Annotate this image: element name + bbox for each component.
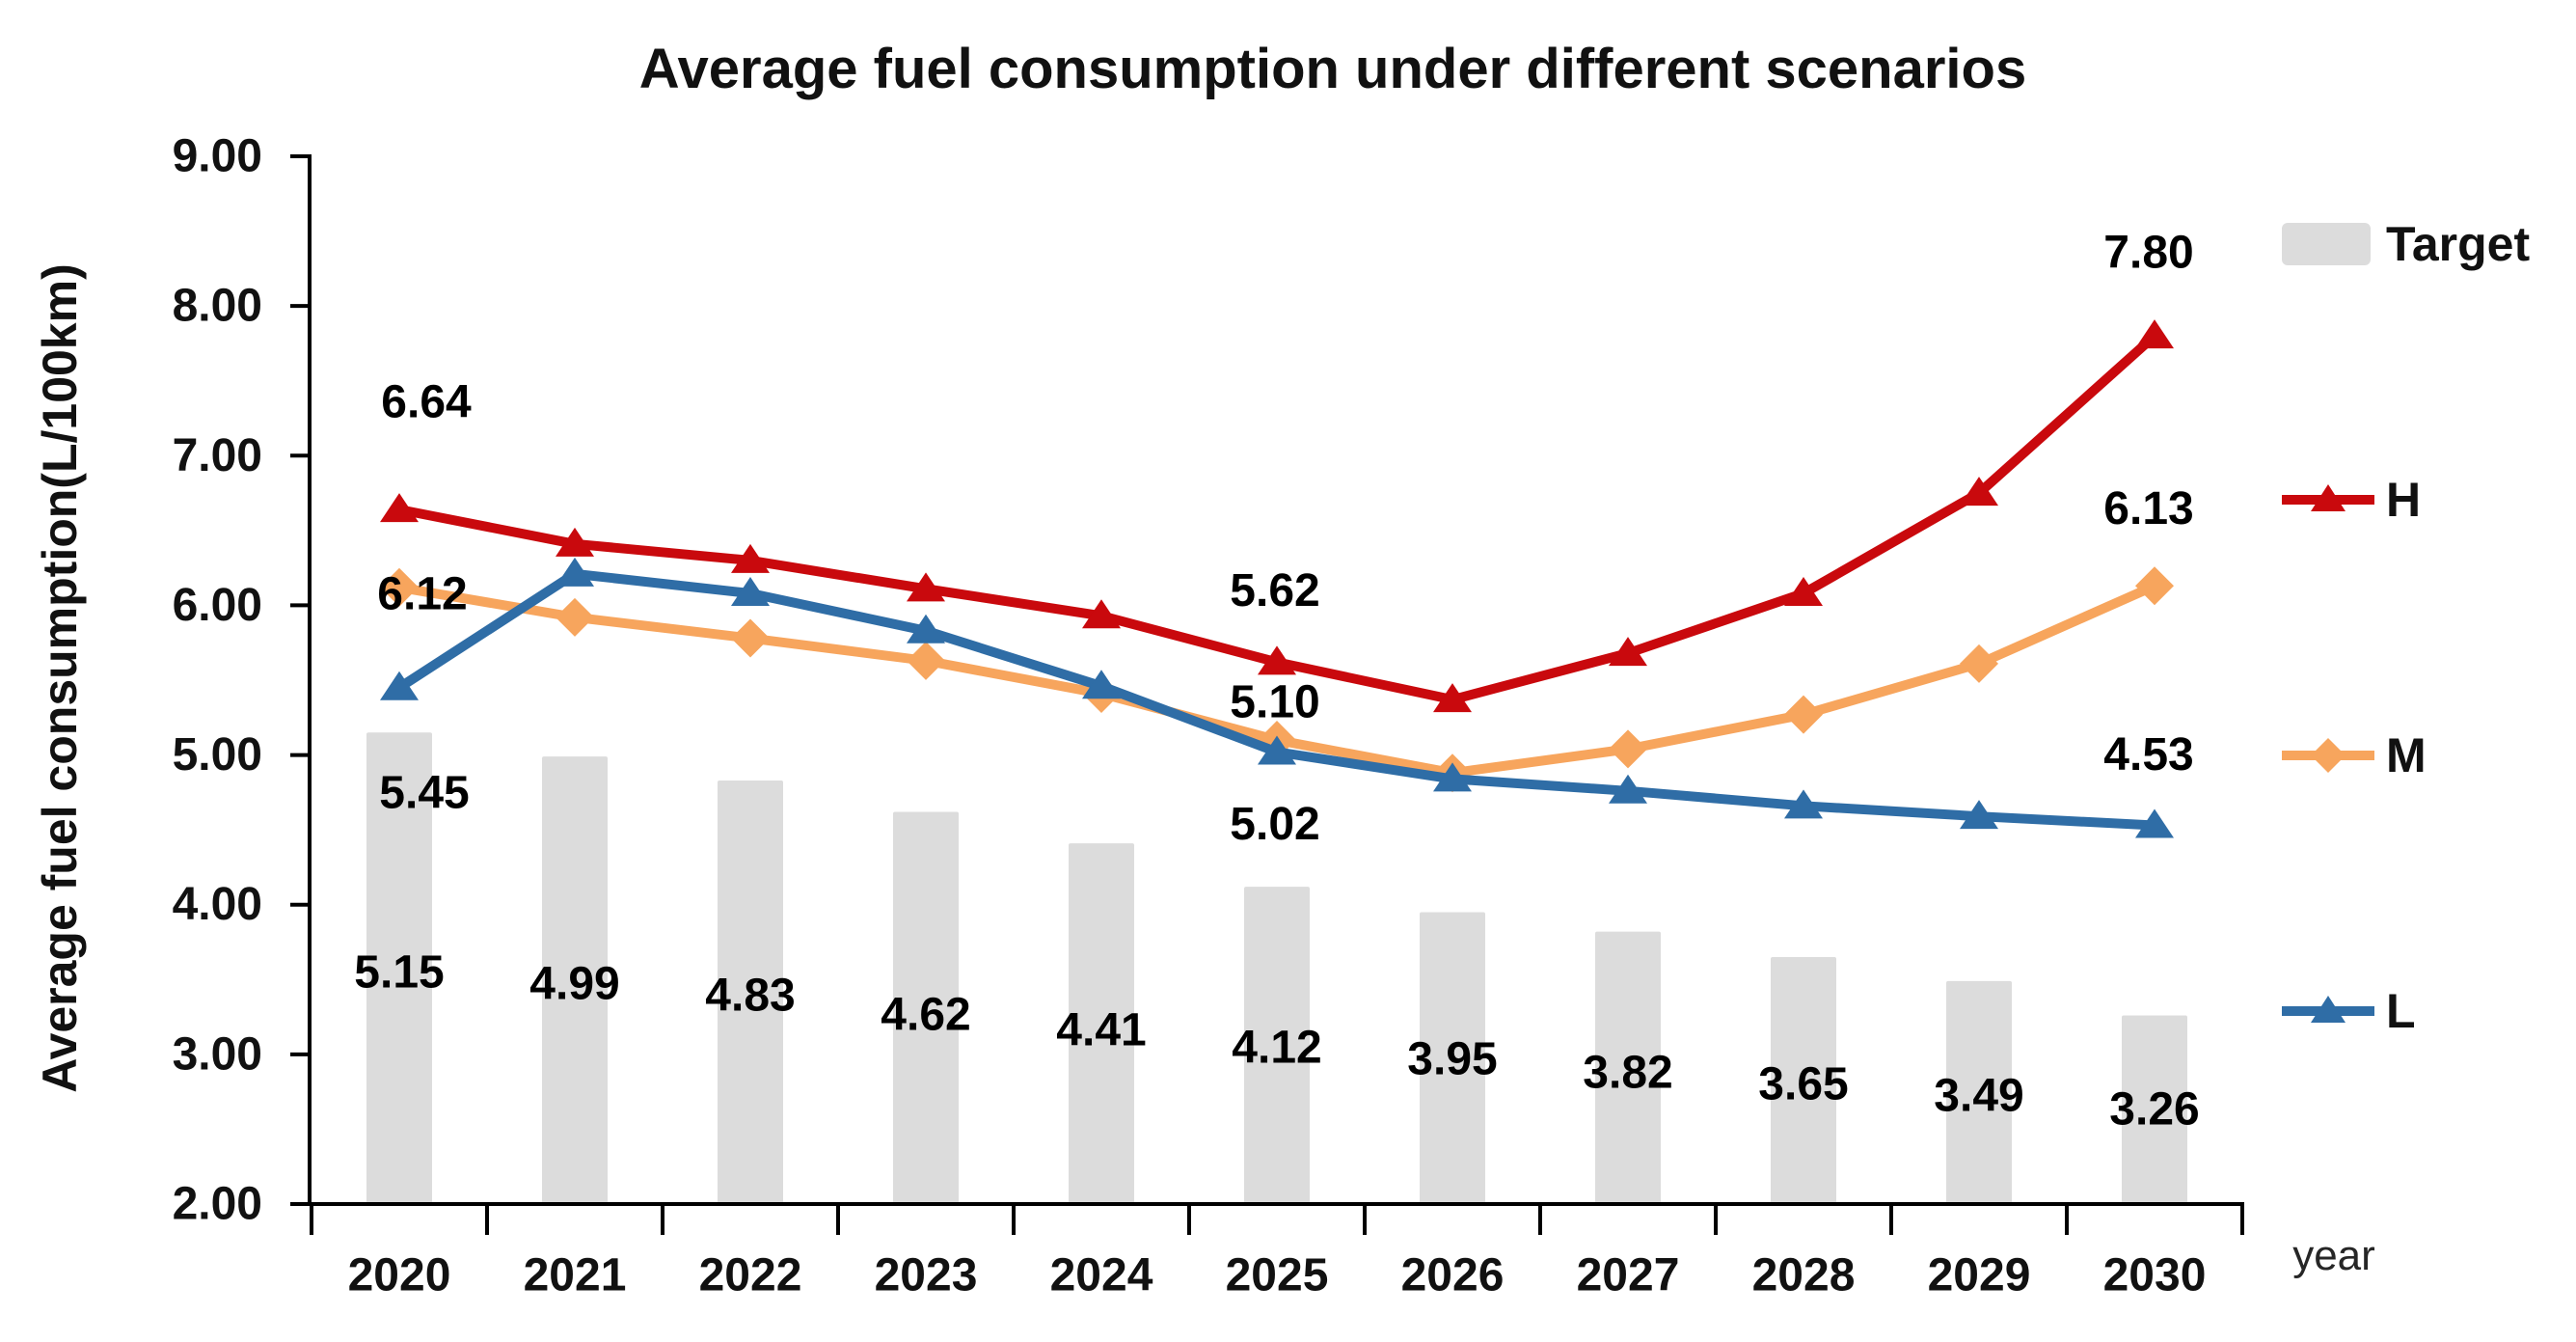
triangle-marker [907, 572, 945, 602]
line-point-label: 5.62 [1230, 565, 1319, 616]
bar-value-label: 3.95 [1407, 1034, 1497, 1085]
bar-value-label: 4.12 [1232, 1023, 1321, 1074]
legend-entry-m: M [2280, 727, 2427, 783]
chart-title: Average fuel consumption under different… [638, 38, 2027, 100]
legend-label: Target [2386, 217, 2531, 271]
bar-value-label: 3.65 [1758, 1059, 1848, 1110]
triangle-marker [1258, 735, 1296, 765]
diamond-marker [2135, 566, 2174, 606]
bar-value-label: 3.26 [2109, 1084, 2199, 1136]
diamond-marker [1609, 729, 1647, 769]
x-tick-label: 2030 [2103, 1250, 2207, 1301]
line-point-label: 4.53 [2103, 729, 2193, 781]
target-bar [893, 811, 959, 1204]
diamond-marker [1784, 695, 1823, 734]
triangle-marker [1784, 577, 1823, 607]
diamond-marker [380, 567, 419, 607]
triangle-marker [380, 493, 419, 523]
diamond-marker [556, 597, 594, 637]
target-bar [718, 780, 783, 1204]
triangle-marker [1082, 670, 1121, 699]
target-bar [2122, 1015, 2187, 1204]
bar-value-label: 4.62 [881, 990, 970, 1041]
x-tick-label: 2028 [1752, 1250, 1856, 1301]
legend-label: M [2386, 728, 2427, 782]
red-triangle-line-swatch [2282, 484, 2374, 511]
target-bar [1595, 931, 1661, 1204]
y-tick-label: 6.00 [173, 580, 262, 631]
x-tick-label: 2022 [699, 1250, 802, 1301]
x-axis-unit-label: year [2292, 1232, 2375, 1279]
triangle-marker [1082, 599, 1121, 629]
y-tick-label: 8.00 [173, 281, 262, 332]
y-tick-label: 7.00 [173, 430, 262, 481]
triangle-marker [1433, 762, 1472, 792]
triangle-marker [556, 557, 594, 587]
y-tick-label: 4.00 [173, 879, 262, 930]
triangle-marker [1433, 683, 1472, 713]
triangle-marker [1258, 645, 1296, 675]
legend-entry-target: Target [2280, 216, 2530, 272]
blue-triangle-line-swatch [2282, 996, 2374, 1023]
x-tick-label: 2024 [1050, 1250, 1153, 1301]
x-tick-label: 2029 [1928, 1250, 2031, 1301]
x-tick-label: 2020 [348, 1250, 451, 1301]
triangle-marker [2135, 319, 2174, 349]
bar-value-label: 3.49 [1934, 1071, 2023, 1122]
target-bar [1069, 843, 1134, 1204]
legend-entry-l: L [2280, 983, 2416, 1039]
target-bar [1771, 957, 1836, 1204]
x-tick-label: 2027 [1577, 1250, 1680, 1301]
x-tick-label: 2026 [1401, 1250, 1505, 1301]
target-bar [1420, 912, 1485, 1204]
y-tick-label: 5.00 [173, 729, 262, 781]
bar-value-label: 5.15 [354, 947, 444, 999]
triangle-marker [1609, 774, 1647, 804]
triangle-marker [1960, 477, 1998, 507]
line-point-label: 7.80 [2103, 228, 2193, 279]
diamond-marker [1960, 644, 1998, 683]
target-bar [366, 732, 432, 1204]
triangle-marker [1609, 637, 1647, 667]
y-tick-label: 2.00 [173, 1179, 262, 1230]
target-bar [1946, 980, 2012, 1204]
target-bar [542, 756, 608, 1204]
bar-value-label: 4.83 [705, 971, 795, 1022]
triangle-marker [380, 671, 419, 700]
line-point-label: 6.13 [2103, 483, 2193, 534]
diamond-marker [907, 641, 945, 680]
line-point-label: 5.10 [1230, 677, 1319, 728]
triangle-marker [907, 614, 945, 644]
triangle-marker [556, 527, 594, 557]
triangle-marker [2135, 808, 2174, 838]
y-tick-label: 3.00 [173, 1028, 262, 1080]
x-tick-label: 2023 [875, 1250, 978, 1301]
x-tick-label: 2021 [524, 1250, 627, 1301]
triangle-marker [731, 577, 770, 607]
triangle-marker [1784, 789, 1823, 819]
gray-bar-swatch [2282, 223, 2371, 265]
bar-value-label: 3.82 [1583, 1048, 1672, 1099]
line-point-label: 5.02 [1230, 799, 1319, 850]
legend-label: L [2386, 984, 2416, 1038]
orange-diamond-line-swatch [2282, 738, 2374, 773]
legend-entry-h: H [2280, 472, 2421, 528]
triangle-marker [1960, 800, 1998, 830]
bar-value-label: 4.41 [1056, 1005, 1146, 1056]
bar-value-label: 4.99 [529, 959, 619, 1010]
y-tick-label: 9.00 [173, 131, 262, 182]
target-bar [1244, 887, 1310, 1204]
line-point-label: 6.64 [381, 377, 472, 428]
line-point-label: 6.12 [377, 568, 467, 619]
diamond-marker [731, 618, 770, 658]
triangle-marker [731, 543, 770, 573]
legend-label: H [2386, 473, 2422, 527]
x-tick-label: 2025 [1226, 1250, 1329, 1301]
line-point-label: 5.45 [379, 767, 469, 818]
